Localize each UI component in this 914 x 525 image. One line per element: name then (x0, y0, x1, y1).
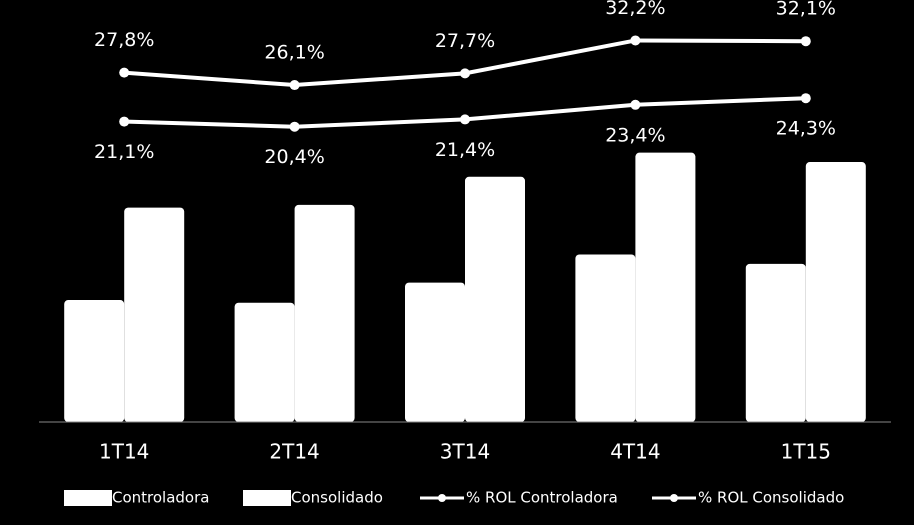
bar (124, 207, 185, 422)
line-point (630, 35, 641, 46)
legend-label: Consolidado (291, 489, 383, 507)
data-label: 24,3% (776, 118, 836, 140)
data-label: 23,4% (605, 124, 665, 146)
bar (234, 302, 295, 422)
legend-label: Controladora (112, 489, 209, 507)
legend-swatch (243, 490, 291, 506)
x-tick-label: 3T14 (440, 440, 490, 464)
legend-dot (438, 494, 446, 502)
x-tick-label: 1T15 (781, 440, 831, 464)
data-label: 27,7% (435, 30, 495, 52)
bar (405, 282, 465, 422)
bar (635, 152, 696, 422)
data-label: 32,2% (605, 0, 665, 19)
line-point (289, 121, 300, 132)
legend-label: % ROL Controladora (466, 489, 618, 507)
bar (805, 162, 866, 423)
line-point (460, 114, 470, 125)
line-point (800, 93, 811, 104)
line-point (800, 36, 811, 47)
data-label: 20,4% (264, 146, 324, 168)
data-label: 26,1% (264, 42, 324, 64)
legend-swatch (64, 490, 112, 506)
data-label: 21,1% (94, 141, 154, 163)
bar (294, 204, 355, 422)
bar (465, 176, 525, 422)
line-point (119, 67, 130, 78)
data-label: 27,8% (94, 29, 154, 51)
bar (575, 254, 636, 422)
line-point (630, 99, 641, 110)
bar (64, 300, 125, 422)
legend-dot (670, 494, 678, 502)
line-point (289, 80, 300, 91)
x-tick-label: 1T14 (99, 440, 149, 464)
line-point (460, 68, 470, 79)
x-tick-label: 2T14 (269, 440, 319, 464)
data-label: 21,4% (435, 139, 495, 161)
legend-label: % ROL Consolidado (698, 489, 844, 507)
line-point (119, 116, 130, 127)
bar (745, 263, 806, 422)
data-label: 32,1% (776, 0, 836, 20)
x-tick-label: 4T14 (610, 440, 660, 464)
